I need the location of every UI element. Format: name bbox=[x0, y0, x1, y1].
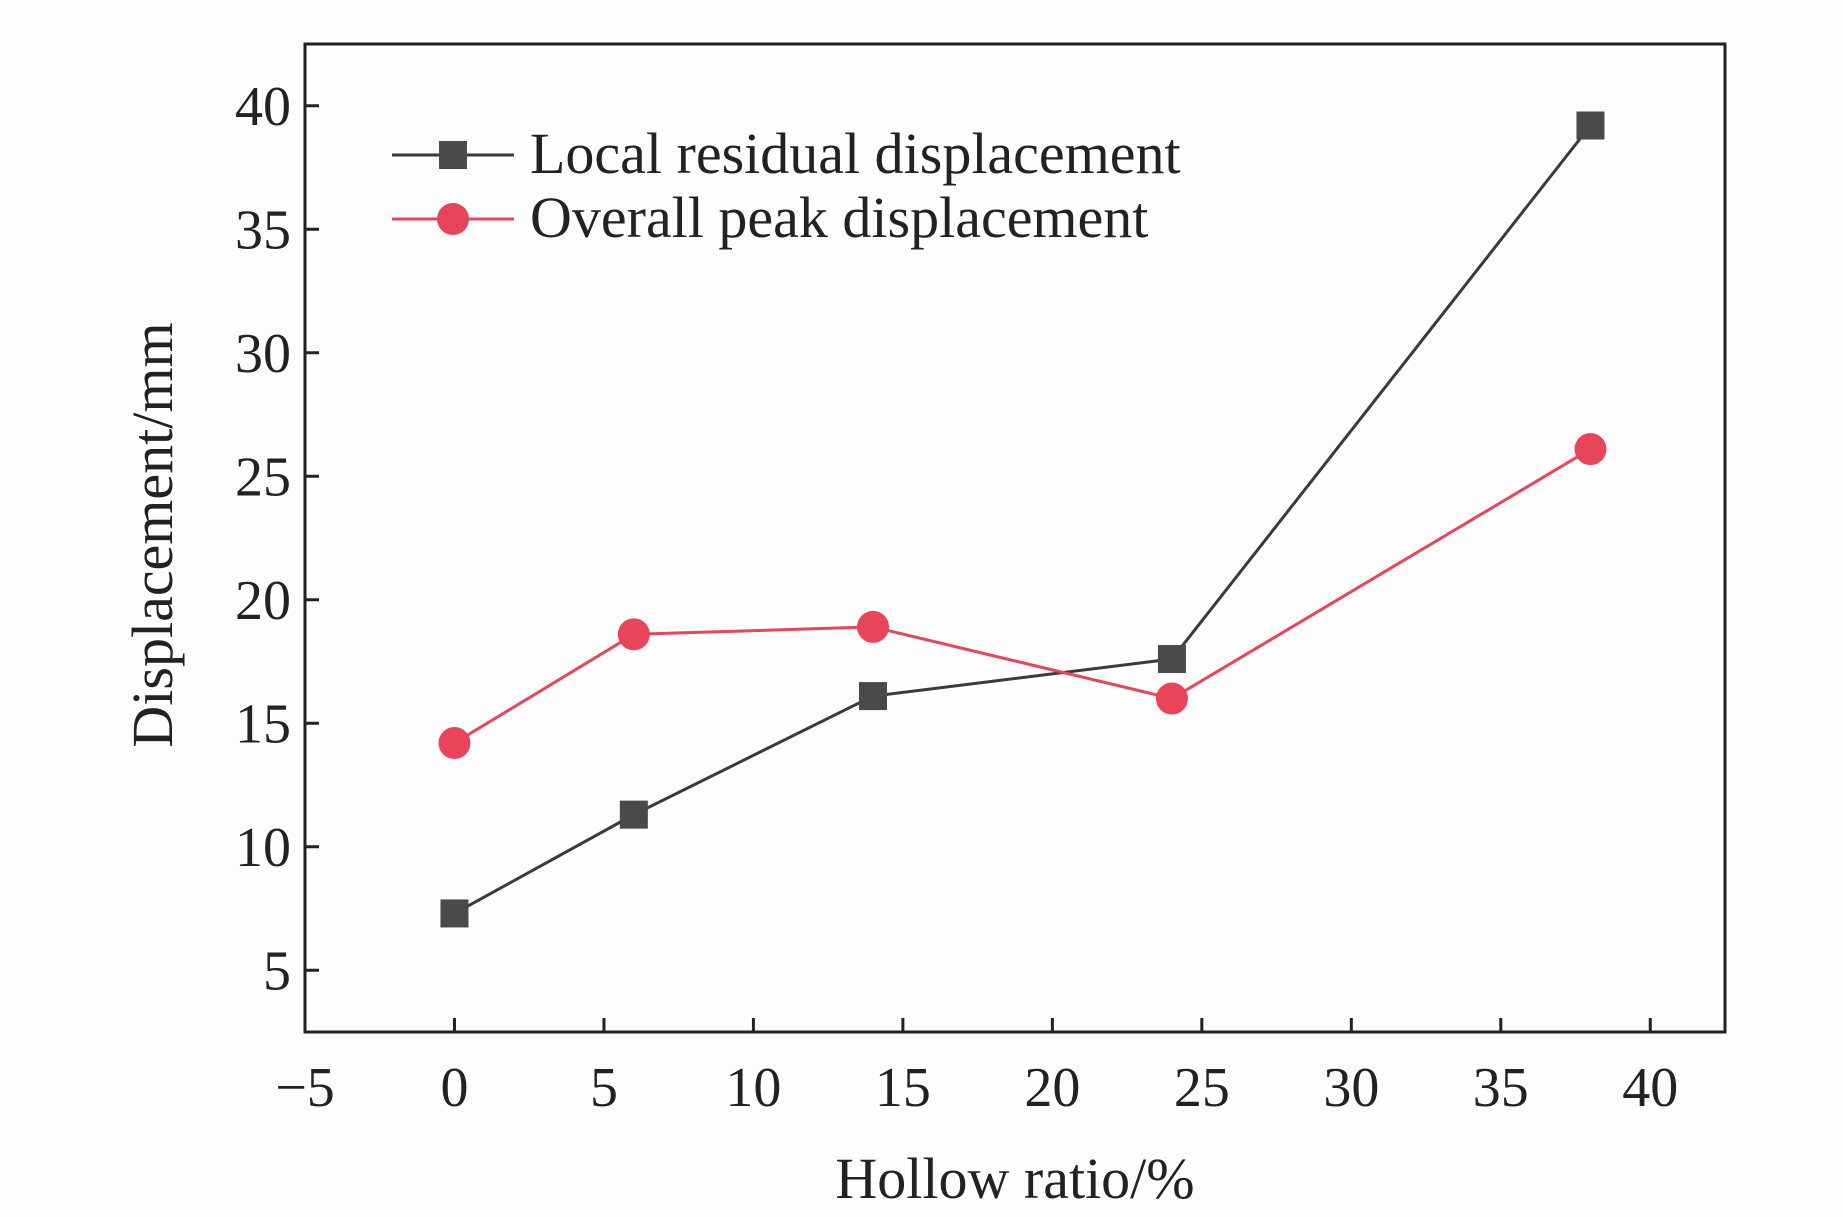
data-series bbox=[438, 111, 1607, 928]
legend-label-overall-peak: Overall peak displacement bbox=[530, 185, 1148, 250]
legend: Local residual displacement Overall peak… bbox=[392, 121, 1181, 250]
axis-ticks: −5 0 5 10 15 20 25 30 35 40 5 10 15 20 25 30 35 40 bbox=[235, 76, 1678, 1119]
y-tick-label: 10 bbox=[235, 817, 291, 879]
x-tick-label: 0 bbox=[440, 1057, 468, 1119]
data-point-circle bbox=[857, 610, 889, 643]
x-tick-label: 30 bbox=[1323, 1057, 1379, 1119]
x-tick-label: 35 bbox=[1473, 1057, 1529, 1119]
x-tick-label: 10 bbox=[725, 1057, 781, 1119]
data-point-circle bbox=[617, 618, 650, 651]
data-point-circle bbox=[1155, 682, 1188, 715]
x-tick-label: 5 bbox=[590, 1057, 618, 1119]
x-axis-title: Hollow ratio/% bbox=[835, 1146, 1194, 1211]
y-axis-title: Displacement/mm bbox=[120, 322, 185, 747]
y-tick-label: 20 bbox=[235, 570, 291, 632]
data-point-circle bbox=[438, 727, 471, 760]
series-line-1 bbox=[453, 447, 1592, 745]
x-tick-label: 15 bbox=[875, 1057, 931, 1119]
y-tick-label: 30 bbox=[235, 323, 291, 385]
x-tick-label: 25 bbox=[1174, 1057, 1230, 1119]
y-tick-label: 40 bbox=[235, 76, 291, 138]
data-point-square bbox=[440, 899, 469, 928]
x-tick-label: 20 bbox=[1024, 1057, 1080, 1119]
y-tick-label: 15 bbox=[235, 693, 291, 755]
legend-label-local-residual: Local residual displacement bbox=[530, 121, 1181, 186]
data-point-square bbox=[1157, 645, 1186, 674]
x-tick-label: −5 bbox=[275, 1057, 335, 1119]
y-tick-label: 5 bbox=[263, 940, 291, 1002]
y-tick-label: 35 bbox=[235, 199, 291, 261]
legend-marker-circle bbox=[437, 203, 469, 235]
data-point-square bbox=[859, 682, 887, 711]
data-point-square bbox=[619, 800, 648, 829]
plot-frame bbox=[303, 42, 1727, 1034]
data-point-square bbox=[1576, 111, 1605, 140]
x-tick-label: 40 bbox=[1622, 1057, 1678, 1119]
data-point-circle bbox=[1574, 433, 1607, 466]
y-tick-label: 25 bbox=[235, 446, 291, 508]
legend-marker-square bbox=[439, 141, 467, 169]
